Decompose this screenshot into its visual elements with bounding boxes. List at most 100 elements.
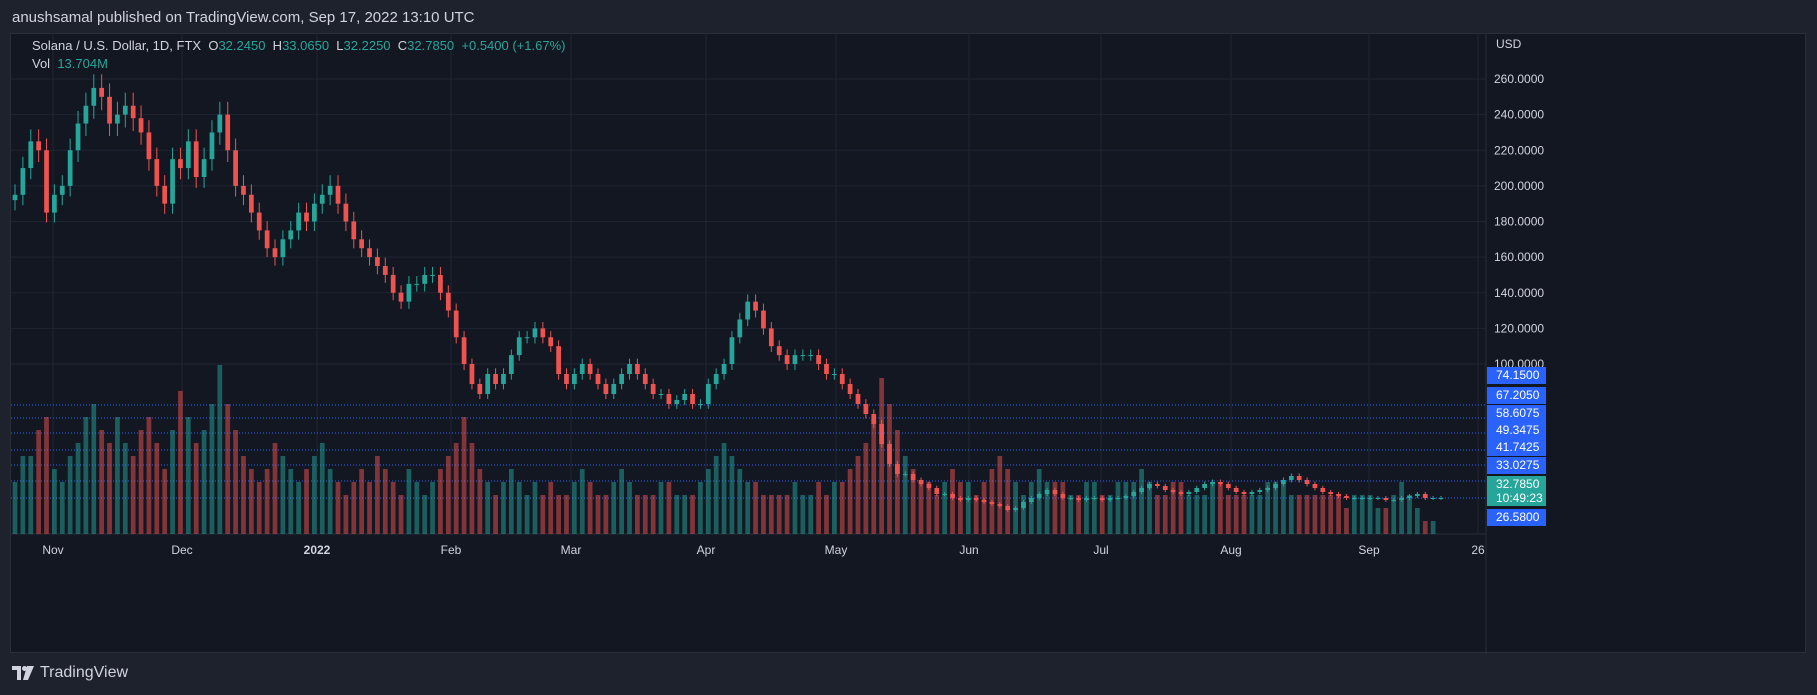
candle-body bbox=[698, 404, 703, 405]
volume-bar bbox=[422, 495, 428, 534]
volume-bar bbox=[516, 482, 522, 534]
candle-body bbox=[1422, 494, 1428, 498]
volume-bar bbox=[863, 443, 869, 534]
volume-bar bbox=[792, 482, 798, 534]
volume-bar bbox=[406, 469, 412, 534]
candle-body bbox=[666, 394, 672, 404]
volume-bar bbox=[1265, 482, 1271, 534]
candle-body bbox=[611, 384, 617, 394]
candle-body bbox=[1438, 498, 1444, 499]
volume-bar bbox=[67, 456, 73, 534]
candle-body bbox=[1233, 488, 1239, 492]
volume-bar bbox=[1162, 495, 1168, 534]
candle-body bbox=[280, 239, 286, 258]
volume-bar bbox=[926, 482, 932, 534]
tradingview-logo-icon bbox=[12, 666, 34, 680]
change-value: +0.5400 (+1.67%) bbox=[461, 38, 566, 53]
volume-bar bbox=[272, 443, 278, 534]
candle-body bbox=[1225, 484, 1231, 488]
candle-body bbox=[248, 194, 254, 213]
candle-body bbox=[225, 114, 231, 151]
x-tick-label: Jul bbox=[1093, 543, 1108, 557]
volume-bar bbox=[343, 495, 349, 534]
volume-bar bbox=[650, 495, 656, 534]
x-tick-label: Nov bbox=[42, 543, 63, 557]
candle-body bbox=[768, 328, 774, 347]
y-tick-label: 200.0000 bbox=[1494, 179, 1544, 193]
volume-bar bbox=[847, 469, 853, 534]
candle-body bbox=[839, 374, 845, 384]
publish-info: anushsamal published on TradingView.com,… bbox=[12, 9, 475, 26]
volume-bar bbox=[997, 456, 1003, 534]
volume-legend: Vol 13.704M bbox=[32, 56, 108, 71]
volume-bar bbox=[1155, 495, 1160, 534]
volume-bar bbox=[327, 469, 333, 534]
volume-bar bbox=[1052, 482, 1058, 534]
candle-body bbox=[516, 337, 522, 356]
volume-bar bbox=[1139, 469, 1144, 534]
volume-label[interactable]: Vol bbox=[32, 56, 51, 71]
y-tick-label: 120.0000 bbox=[1494, 321, 1544, 335]
chart-panel[interactable]: 260.0000 240.0000 220.0000 200.0000 180.0000… bbox=[10, 33, 1807, 654]
tradingview-logo[interactable]: TradingView bbox=[12, 664, 128, 682]
candle-body bbox=[335, 185, 341, 204]
candle-body bbox=[1194, 488, 1200, 492]
countdown-label: 10:49:23 bbox=[1496, 491, 1543, 505]
volume-bar bbox=[12, 482, 18, 534]
volume-bar bbox=[1076, 495, 1081, 534]
volume-bar bbox=[1091, 482, 1097, 534]
candle-body bbox=[564, 374, 569, 384]
volume-bar bbox=[36, 430, 41, 534]
volume-bar bbox=[682, 495, 688, 534]
x-tick-label: May bbox=[825, 543, 848, 557]
symbol-label[interactable]: Solana / U.S. Dollar, 1D, FTX bbox=[32, 38, 202, 53]
volume-bar bbox=[288, 469, 294, 534]
volume-bar bbox=[312, 456, 317, 534]
volume-bar bbox=[745, 482, 751, 534]
candle-body bbox=[91, 87, 97, 106]
candle-body bbox=[690, 394, 695, 404]
y-tick-label: 140.0000 bbox=[1494, 286, 1544, 300]
candle-body bbox=[217, 114, 223, 133]
candle-body bbox=[327, 185, 333, 195]
volume-bar bbox=[635, 495, 640, 534]
volume-bar bbox=[1021, 495, 1026, 534]
volume-bar bbox=[579, 469, 585, 534]
candle-body bbox=[461, 337, 467, 364]
volume-value: 13.704M bbox=[57, 56, 108, 71]
volume-bar bbox=[839, 482, 845, 534]
candle-body bbox=[170, 159, 175, 204]
volume-bar bbox=[595, 495, 601, 534]
volume-bar bbox=[950, 469, 955, 534]
volume-bar bbox=[1375, 508, 1381, 534]
candle-body bbox=[595, 374, 601, 384]
candle-body bbox=[406, 283, 412, 302]
candle-body bbox=[540, 328, 546, 338]
candlestick-chart[interactable]: 260.0000 240.0000 220.0000 200.0000 180.0000… bbox=[11, 34, 1807, 654]
candle-body bbox=[824, 364, 829, 374]
volume-bar bbox=[146, 417, 152, 534]
volume-bar bbox=[508, 469, 514, 534]
volume-bar bbox=[1115, 482, 1121, 534]
volume-bar bbox=[1336, 495, 1341, 534]
volume-bar bbox=[248, 469, 254, 534]
candle-body bbox=[847, 384, 853, 394]
volume-bar bbox=[1312, 495, 1318, 534]
x-tick-label: Feb bbox=[441, 543, 462, 557]
candle-body bbox=[1162, 486, 1168, 490]
volume-bar bbox=[414, 482, 420, 534]
candle-body bbox=[493, 374, 498, 384]
candle-body bbox=[477, 384, 483, 394]
candle-body bbox=[75, 123, 81, 151]
y-tick-label: 180.0000 bbox=[1494, 215, 1544, 229]
candle-body bbox=[863, 404, 869, 414]
volume-bar bbox=[1328, 495, 1334, 534]
volume-bar bbox=[256, 482, 262, 534]
candle-body bbox=[619, 374, 625, 384]
volume-bar bbox=[611, 482, 617, 534]
candle-body bbox=[1344, 496, 1349, 498]
volume-bar bbox=[658, 482, 664, 534]
close-value: 32.7850 bbox=[407, 38, 455, 53]
y-tick-label: 240.0000 bbox=[1494, 108, 1544, 122]
volume-bar bbox=[296, 482, 301, 534]
